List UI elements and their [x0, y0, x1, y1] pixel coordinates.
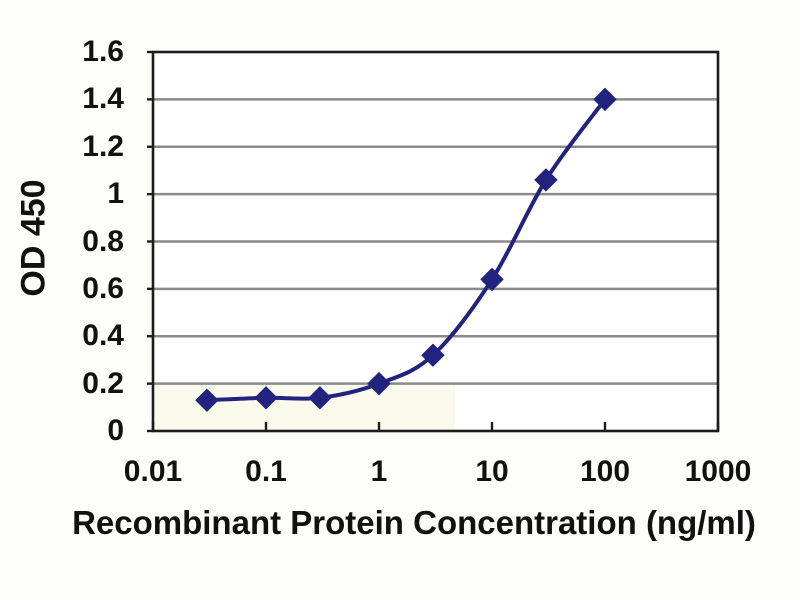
y-tick-label: 0 — [107, 414, 124, 447]
data-point-marker — [254, 386, 278, 410]
x-tick-label: 0.01 — [123, 455, 183, 488]
data-point-marker — [308, 386, 332, 410]
x-tick-label: 1 — [370, 455, 388, 488]
data-point-marker — [593, 87, 617, 112]
y-tick-label: 1.6 — [82, 35, 124, 68]
data-point-marker — [534, 168, 558, 192]
x-axis-title: Recombinant Protein Concentration (ng/ml… — [72, 504, 756, 541]
y-axis-title: OD 450 — [14, 179, 53, 297]
x-tick-label: 0.1 — [245, 455, 287, 488]
background-tint — [155, 385, 455, 429]
y-tick-label: 1.4 — [82, 82, 124, 116]
x-tick-label: 10 — [475, 455, 509, 488]
data-point-marker — [480, 267, 504, 292]
y-tick-label: 0.8 — [82, 224, 124, 258]
y-tick-label: 1.2 — [82, 129, 124, 163]
x-tick-label: 1000 — [684, 455, 752, 488]
data-point-marker — [195, 388, 219, 412]
y-tick-label: 0.6 — [82, 271, 124, 305]
data-point-marker — [421, 343, 445, 367]
y-tick-label: 1 — [107, 177, 124, 211]
y-tick-label: 0.2 — [82, 366, 124, 400]
x-tick-label: 100 — [579, 455, 631, 488]
data-point-marker — [367, 371, 391, 396]
y-tick-label: 0.4 — [82, 319, 124, 353]
